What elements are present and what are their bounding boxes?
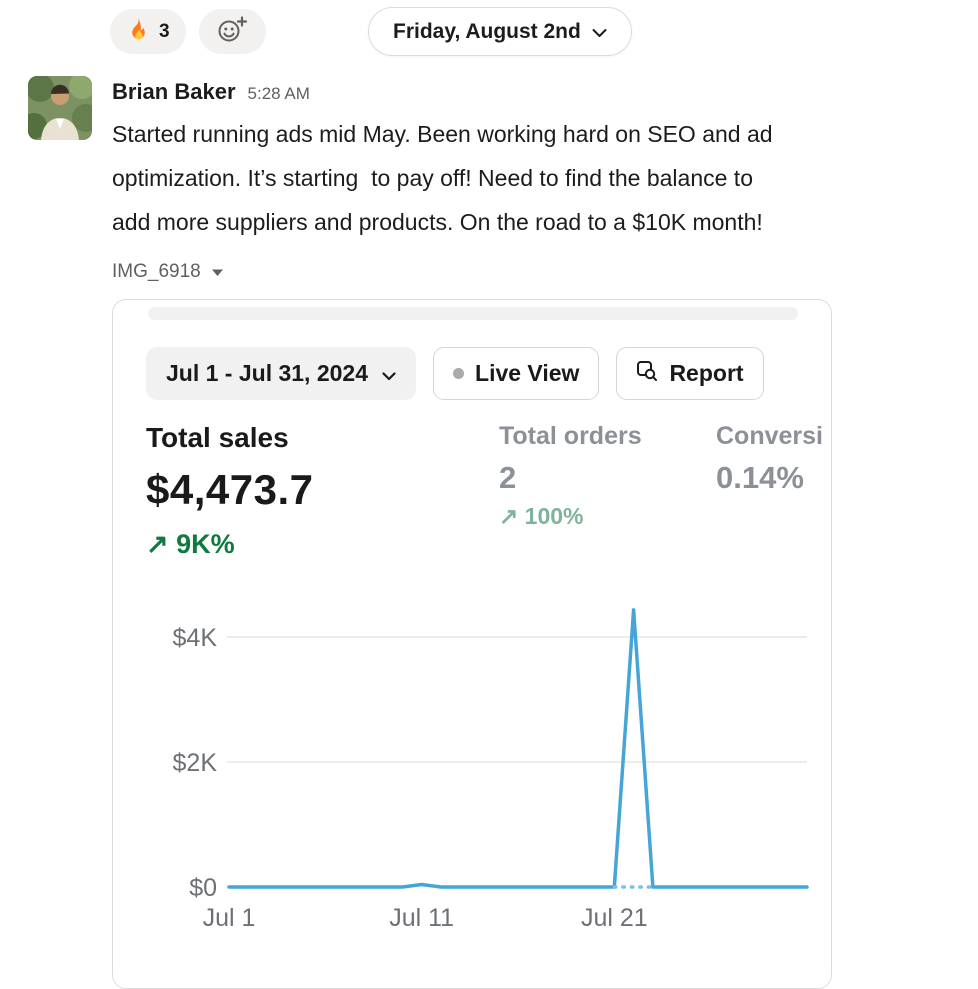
caret-down-icon[interactable] [211,261,224,283]
metric-value: 2 [499,460,517,495]
reaction-pill-fire[interactable]: 3 [110,9,186,54]
svg-text:Jul 1: Jul 1 [203,904,256,932]
metric-delta: ↗ 100% [499,503,584,529]
message-text-line: Started running ads mid May. Been workin… [112,121,773,147]
reaction-bar: 3 [110,9,266,54]
attachment-header[interactable]: IMG_6918 [112,261,224,283]
metric-delta: ↗ 9K% [146,529,235,559]
metric-value: 0.14% [716,460,804,495]
svg-text:Jul 21: Jul 21 [581,904,648,932]
svg-text:Jul 11: Jul 11 [389,904,454,932]
message-text: Started running ads mid May. Been workin… [112,112,972,244]
date-divider[interactable]: Friday, August 2nd [368,7,632,56]
metric-total-sales: Total sales $4,473.7 ↗ 9K% [146,422,314,560]
add-emoji-icon [217,15,248,48]
add-reaction-button[interactable] [198,9,266,54]
message-text-line: add more suppliers and products. On the … [112,209,763,235]
message-timestamp[interactable]: 5:28 AM [247,84,310,103]
metric-label: Total sales [146,422,289,453]
report-icon [636,360,658,388]
live-view-label: Live View [475,360,580,386]
chevron-down-icon [592,20,607,44]
fire-emoji-icon [126,17,151,47]
message-text-line: optimization. It’s starting to pay off! … [112,165,753,191]
attachment-filename: IMG_6918 [112,261,201,282]
metric-value: $4,473.7 [146,466,314,513]
metric-label: Conversi [716,422,823,450]
live-dot-icon [453,368,465,379]
message-author[interactable]: Brian Baker [112,79,236,104]
svg-text:$0: $0 [189,874,217,902]
reaction-count: 3 [159,20,170,42]
avatar[interactable] [28,76,92,140]
metric-total-orders: Total orders 2 ↗ 100% [499,422,642,530]
metric-label: Total orders [499,422,642,450]
metric-conversion: Conversi 0.14% [716,422,823,496]
svg-text:$2K: $2K [173,749,218,777]
dashboard-controls: Jul 1 - Jul 31, 2024 Live View Report [146,347,764,400]
date-range-selector: Jul 1 - Jul 31, 2024 [146,347,417,400]
report-button: Report [616,347,764,400]
live-view-button: Live View [433,347,600,400]
chevron-down-icon [382,360,396,387]
date-range-label: Jul 1 - Jul 31, 2024 [166,360,369,386]
message-header: Brian Baker 5:28 AM [112,79,310,105]
svg-text:$4K: $4K [173,624,218,652]
date-divider-label: Friday, August 2nd [393,19,581,43]
image-attachment-card[interactable]: Jul 1 - Jul 31, 2024 Live View Report [112,299,832,989]
report-label: Report [669,360,744,386]
sales-chart-svg: $0 $2K $4K Jul 1 Jul 11 Jul 21 [173,608,809,932]
screenshot-top-bar [148,307,798,320]
